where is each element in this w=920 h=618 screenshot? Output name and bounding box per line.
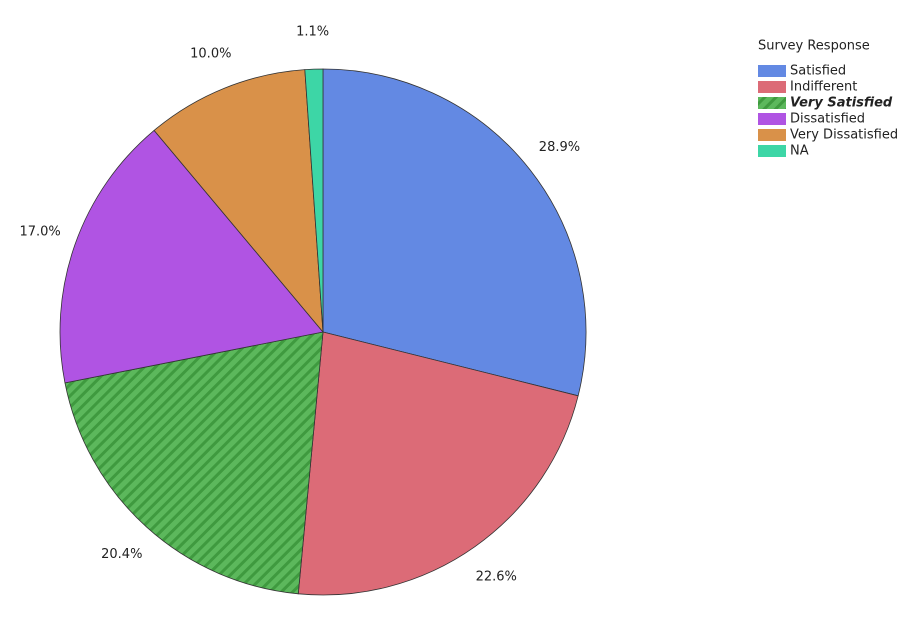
legend-swatch — [758, 97, 786, 109]
legend-label: Dissatisfied — [790, 112, 865, 127]
legend-title: Survey Response — [758, 39, 870, 54]
pie-slice — [322, 68, 587, 397]
legend-label: Very Satisfied — [790, 96, 893, 111]
pie-slice — [59, 129, 324, 384]
slice-label: 28.9% — [539, 140, 580, 155]
legend-label: NA — [790, 144, 809, 159]
slice-label: 10.0% — [190, 46, 231, 61]
legend-label: Very Dissatisfied — [790, 128, 898, 143]
pie-slice — [153, 69, 324, 334]
legend-label: Satisfied — [790, 64, 846, 79]
legend-swatch — [758, 129, 786, 141]
slice-label: 22.6% — [476, 569, 517, 584]
slice-label: 20.4% — [101, 547, 142, 562]
legend-swatch — [758, 81, 786, 93]
slice-label: 1.1% — [296, 25, 329, 40]
legend-swatch — [758, 65, 786, 77]
legend-swatch — [758, 113, 786, 125]
pie-slice — [64, 331, 324, 595]
pie-slice — [304, 68, 324, 333]
legend-swatch — [758, 145, 786, 157]
legend-label: Indifferent — [790, 80, 857, 95]
slice-label: 17.0% — [19, 225, 60, 240]
pie-slice — [297, 331, 579, 596]
